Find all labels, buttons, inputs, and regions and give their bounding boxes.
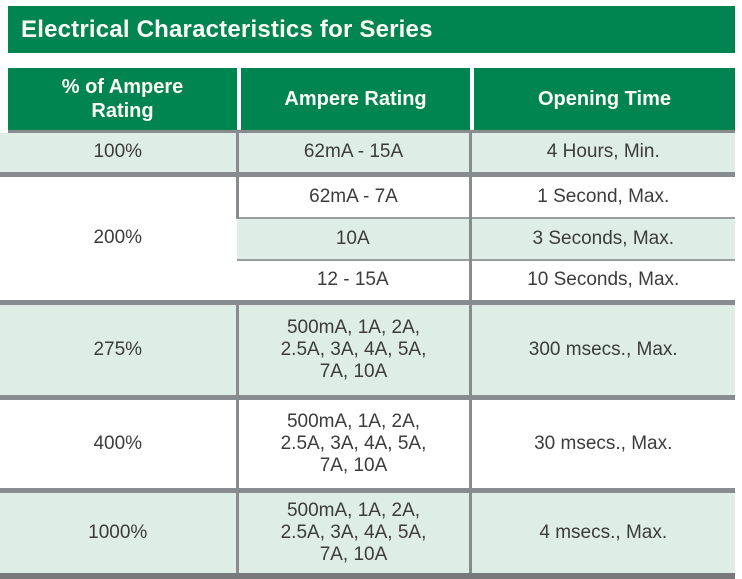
opening-time-cell: 10 Seconds, Max. [468, 259, 735, 303]
electrical-characteristics-table: 100% 62mA - 15A 4 Hours, Min. 200% 62mA … [0, 133, 735, 573]
column-header-label: Opening Time [538, 88, 671, 110]
ampere-rating-list: 500mA, 1A, 2A, 2.5A, 3A, 4A, 5A, 7A, 10A [280, 499, 427, 566]
table-body: 100% 62mA - 15A 4 Hours, Min. 200% 62mA … [0, 133, 735, 579]
ampere-rating-cell: 10A [237, 217, 470, 260]
opening-time-cell: 3 Seconds, Max. [468, 217, 735, 260]
ampere-rating-cell: 62mA - 15A [235, 133, 470, 175]
percent-rating-cell: 100% [0, 133, 237, 175]
ampere-rating-cell: 500mA, 1A, 2A, 2.5A, 3A, 4A, 5A, 7A, 10A [235, 395, 470, 491]
ampere-rating-cell: 500mA, 1A, 2A, 2.5A, 3A, 4A, 5A, 7A, 10A [235, 300, 470, 398]
column-header-percent-of-ampere-rating: % of Ampere Rating [8, 68, 237, 130]
section-title-bar: Electrical Characteristics for Series [8, 6, 735, 53]
table-row: 275% 500mA, 1A, 2A, 2.5A, 3A, 4A, 5A, 7A… [0, 300, 735, 398]
column-header-label: Ampere Rating [284, 88, 427, 110]
table-row: 10A 3 Seconds, Max. [0, 217, 735, 260]
table-header-row: % of Ampere Rating Ampere Rating Opening… [8, 68, 735, 133]
table-row: 200% 62mA - 7A 1 Second, Max. [0, 172, 735, 303]
percent-rating-cell: 400% [0, 395, 237, 491]
opening-time-cell: 30 msecs., Max. [468, 395, 735, 491]
ampere-rating-cell: 500mA, 1A, 2A, 2.5A, 3A, 4A, 5A, 7A, 10A [235, 488, 470, 573]
page-title: Electrical Characteristics for Series [21, 15, 433, 43]
percent-rating-cell: 275% [0, 300, 237, 398]
opening-time-cell: 300 msecs., Max. [468, 300, 735, 398]
percent-rating-cell: 200% [0, 172, 237, 303]
table-row: 1000% 500mA, 1A, 2A, 2.5A, 3A, 4A, 5A, 7… [0, 488, 735, 573]
ampere-rating-list: 500mA, 1A, 2A, 2.5A, 3A, 4A, 5A, 7A, 10A [280, 316, 427, 383]
table-row: 100% 62mA - 15A 4 Hours, Min. [0, 133, 735, 175]
table-bottom-rule [0, 573, 735, 579]
percent-rating-cell: 1000% [0, 488, 237, 573]
column-header-label: % of Ampere Rating [61, 76, 184, 122]
table-row: 12 - 15A 10 Seconds, Max. [0, 259, 735, 303]
column-header-opening-time: Opening Time [474, 68, 735, 130]
ampere-rating-list: 500mA, 1A, 2A, 2.5A, 3A, 4A, 5A, 7A, 10A [280, 410, 427, 477]
datasheet-page: Electrical Characteristics for Series % … [0, 6, 735, 579]
opening-time-cell: 4 Hours, Min. [468, 133, 735, 175]
opening-time-cell: 1 Second, Max. [468, 172, 735, 218]
column-header-ampere-rating: Ampere Rating [241, 68, 470, 130]
ampere-rating-cell: 62mA - 7A [235, 172, 470, 218]
ampere-rating-cell: 12 - 15A [237, 259, 470, 303]
opening-time-cell: 4 msecs., Max. [468, 488, 735, 573]
table-row: 400% 500mA, 1A, 2A, 2.5A, 3A, 4A, 5A, 7A… [0, 395, 735, 491]
